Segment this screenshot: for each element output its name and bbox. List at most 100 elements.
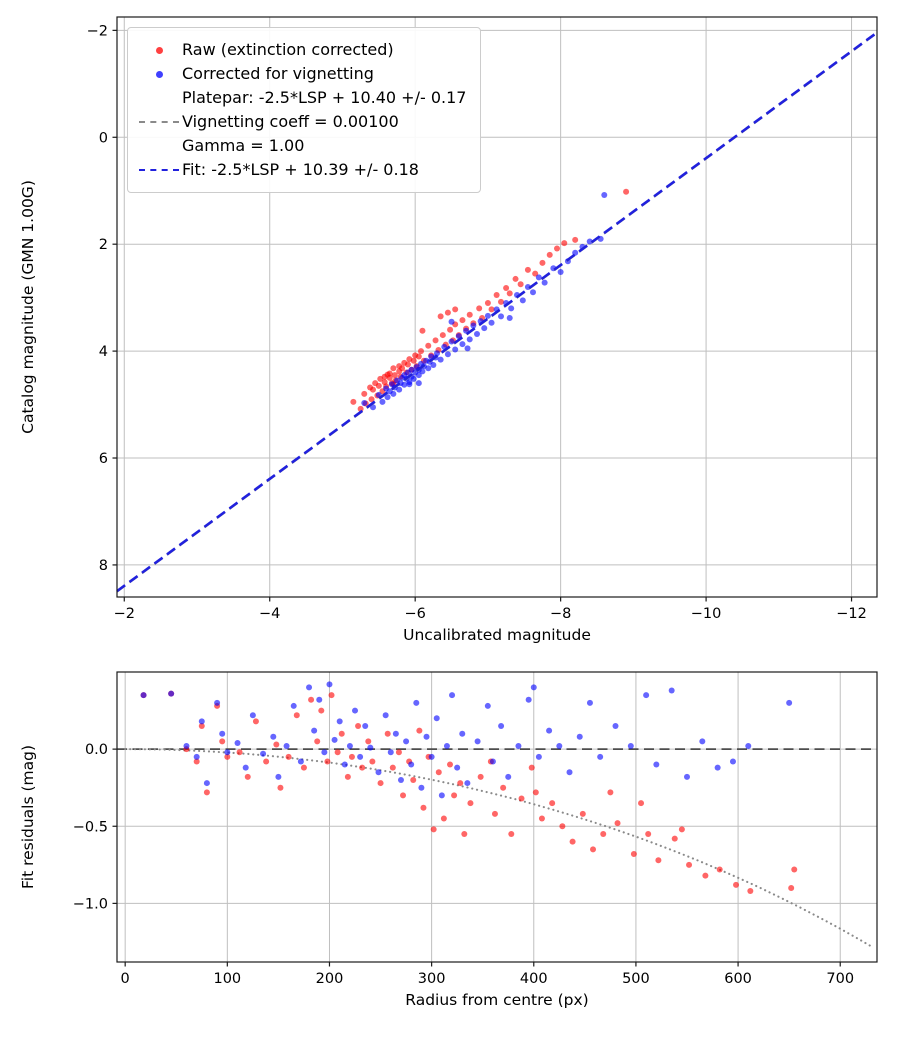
scatter-point <box>198 722 205 729</box>
x-tick-label: −4 <box>259 606 280 622</box>
scatter-point <box>627 743 634 750</box>
x-tick-label: 200 <box>316 971 344 987</box>
scatter-point <box>684 773 690 780</box>
scatter-point <box>346 743 353 750</box>
scatter-point <box>381 379 388 386</box>
scatter-point <box>410 357 417 364</box>
scatter-point <box>525 696 532 703</box>
scatter-point <box>293 712 300 719</box>
raw-dot-icon <box>155 46 163 54</box>
scatter-point <box>273 741 280 748</box>
legend-item-platepar: Platepar: -2.5*LSP + 10.40 +/- 0.17 Vign… <box>136 86 466 158</box>
x-tick-label: 500 <box>622 971 650 987</box>
scatter-point <box>193 758 200 765</box>
scatter-point <box>415 353 422 360</box>
scatter-point <box>389 764 396 771</box>
scatter-point <box>415 380 422 387</box>
scatter-point <box>395 749 402 756</box>
scatter-point <box>515 743 522 750</box>
legend-marker <box>136 46 182 54</box>
scatter-point <box>600 830 607 837</box>
scatter-point <box>538 815 545 822</box>
x-tick-label: −8 <box>550 606 571 622</box>
x-tick-label: 400 <box>520 971 548 987</box>
scatter-point <box>546 251 553 258</box>
scatter-point <box>418 348 424 355</box>
scatter-point <box>439 332 446 339</box>
scatter-point <box>321 749 328 756</box>
scatter-point <box>474 330 480 337</box>
scatter-point <box>535 753 542 760</box>
scatter-point <box>242 764 249 771</box>
scatter-point <box>508 830 515 837</box>
scatter-point <box>566 769 573 776</box>
legend-item-raw: Raw (extinction corrected) <box>136 38 466 62</box>
fit-line <box>116 31 878 593</box>
scatter-point <box>300 764 307 771</box>
scatter-point <box>370 386 376 393</box>
y-tick-label: 0 <box>99 130 108 146</box>
scatter-point <box>375 382 382 389</box>
scatter-point <box>586 699 593 706</box>
scatter-point <box>219 738 226 745</box>
scatter-point <box>435 769 442 776</box>
scatter-point <box>452 306 459 313</box>
scatter-point <box>532 270 539 277</box>
scatter-point <box>277 784 284 791</box>
x-tick-label: −6 <box>404 606 425 622</box>
scatter-point <box>331 736 338 743</box>
scatter-point <box>461 830 468 837</box>
scatter-point <box>348 753 355 760</box>
scatter-point <box>569 838 576 845</box>
scatter-point <box>452 346 459 353</box>
scatter-point <box>318 707 325 714</box>
scatter-point <box>334 749 341 756</box>
scatter-point <box>375 769 382 776</box>
platepar-dash-icon <box>139 121 179 123</box>
scatter-point <box>532 789 539 796</box>
scatter-point <box>714 764 721 771</box>
scatter-point <box>447 326 454 333</box>
scatter-point <box>214 699 221 706</box>
scatter-point <box>512 275 519 282</box>
scatter-point <box>336 718 343 725</box>
scatter-point <box>382 712 389 719</box>
scatter-point <box>518 795 525 802</box>
scatter-point <box>224 749 231 756</box>
scatter-point <box>306 684 313 691</box>
scatter-point <box>747 888 754 895</box>
legend-label-raw: Raw (extinction corrected) <box>182 40 394 59</box>
scatter-point <box>338 730 345 737</box>
vignetting-curve <box>124 748 874 949</box>
scatter-point <box>498 313 504 320</box>
scatter-point <box>733 881 740 888</box>
scatter-point <box>236 749 243 756</box>
scatter-point <box>459 730 466 737</box>
scatter-point <box>275 773 282 780</box>
scatter-point <box>466 336 473 343</box>
scatter-point <box>437 356 444 363</box>
x-axis-label: Uncalibrated magnitude <box>403 626 591 644</box>
scatter-point <box>517 281 524 288</box>
scatter-point <box>350 398 357 405</box>
scatter-point <box>559 823 566 830</box>
scatter-point <box>314 738 321 745</box>
y-tick-label: 2 <box>99 237 108 253</box>
scatter-point <box>168 690 175 697</box>
scatter-point <box>326 681 333 688</box>
scatter-point <box>443 743 450 750</box>
scatter-point <box>444 309 451 316</box>
scatter-point <box>503 285 510 292</box>
fit-dash-icon <box>139 169 179 171</box>
scatter-point <box>612 722 619 729</box>
x-tick-label: 700 <box>826 971 854 987</box>
scatter-point <box>311 727 318 734</box>
scatter-point <box>528 764 535 771</box>
scatter-point <box>357 405 364 412</box>
x-tick-label: −10 <box>691 606 722 622</box>
scatter-point <box>413 699 420 706</box>
scatter-point <box>203 780 210 787</box>
scatter-point <box>745 743 752 750</box>
scatter-point <box>379 398 386 405</box>
scatter-point <box>451 792 458 799</box>
